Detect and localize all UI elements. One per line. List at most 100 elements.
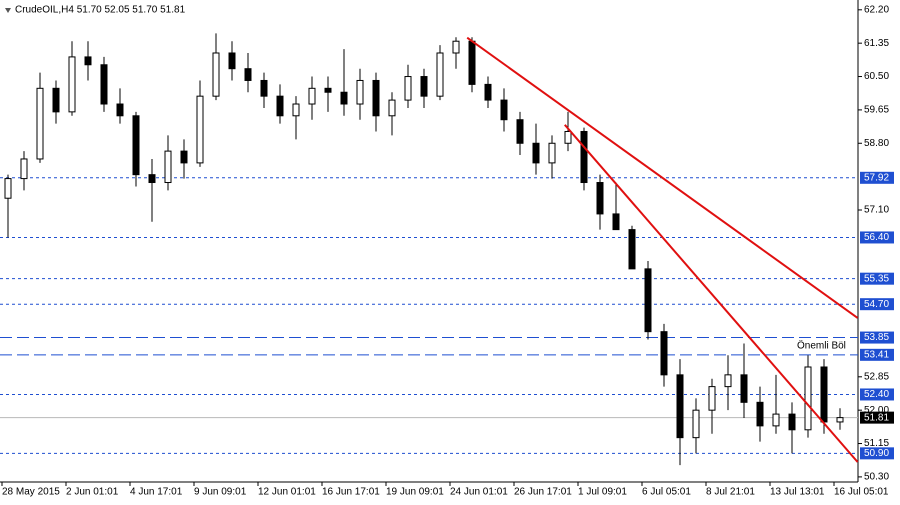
y-tick-label: 61.35 [864, 38, 889, 49]
x-tick-label: 6 Jul 05:01 [642, 487, 691, 498]
current-price-label: 51.81 [864, 412, 889, 423]
x-tick-label: 1 Jul 09:01 [578, 487, 627, 498]
bull-candle [436, 52, 444, 97]
x-tick-label: 16 Jun 17:01 [322, 487, 380, 498]
bear-candle [116, 103, 124, 117]
bull-candle [452, 40, 460, 54]
y-tick-label: 50.30 [864, 472, 889, 483]
annotation: Önemli Böl [797, 339, 846, 351]
level-label: 53.41 [864, 349, 889, 360]
bull-candle [356, 79, 364, 105]
bear-candle [756, 401, 764, 427]
level-box [860, 331, 894, 344]
level-box [860, 171, 894, 184]
y-tick-label: 59.65 [864, 105, 889, 116]
level-label: 56.40 [864, 232, 889, 243]
x-tick-label: 13 Jul 13:01 [770, 487, 825, 498]
bull-candle [548, 142, 556, 164]
bear-candle [100, 64, 108, 105]
bear-candle [676, 374, 684, 439]
level-label: 50.90 [864, 448, 889, 459]
bear-candle [644, 268, 652, 333]
level-label: 57.92 [864, 172, 889, 183]
level-box [860, 348, 894, 361]
bear-candle [276, 95, 284, 117]
y-tick-label: 57.10 [864, 205, 889, 216]
bull-candle [692, 409, 700, 439]
bear-candle [788, 413, 796, 431]
x-tick-label: 8 Jul 21:01 [706, 487, 755, 498]
level-label: 55.35 [864, 273, 889, 284]
x-tick-label: 26 Jun 17:01 [514, 487, 572, 498]
level-label: 53.85 [864, 332, 889, 343]
y-tick-label: 52.00 [864, 405, 889, 416]
bear-candle [372, 79, 380, 117]
bear-candle [740, 374, 748, 403]
bear-candle [820, 366, 828, 423]
bear-candle [628, 229, 636, 270]
bear-candle [660, 331, 668, 376]
x-tick-label: 28 May 2015 [2, 487, 60, 498]
bull-candle [68, 56, 76, 113]
x-tick-label: 24 Jun 01:01 [450, 487, 508, 498]
bull-candle [804, 366, 812, 431]
x-tick-label: 16 Jul 05:01 [834, 487, 889, 498]
symbol-icon [5, 8, 11, 13]
bear-candle [420, 76, 428, 97]
bull-candle [724, 374, 732, 388]
bull-candle [164, 150, 172, 184]
trendline [564, 124, 859, 463]
y-tick-label: 51.15 [864, 438, 889, 449]
y-tick-label: 52.85 [864, 371, 889, 382]
bear-candle [180, 150, 188, 164]
level-label: 54.70 [864, 299, 889, 310]
bull-candle [20, 158, 28, 180]
bear-candle [260, 79, 268, 97]
bear-candle [84, 56, 92, 66]
bull-candle [772, 413, 780, 427]
y-tick-label: 58.80 [864, 138, 889, 149]
bear-candle [228, 52, 236, 70]
bear-candle [516, 119, 524, 144]
bull-candle [212, 52, 220, 97]
bear-candle [468, 40, 476, 85]
x-tick-label: 9 Jun 09:01 [194, 487, 247, 498]
bull-candle [708, 386, 716, 411]
bear-candle [596, 182, 604, 215]
bull-candle [836, 417, 844, 423]
bear-candle [340, 91, 348, 105]
x-tick-label: 2 Jun 01:01 [66, 487, 119, 498]
x-tick-label: 4 Jun 17:01 [130, 487, 183, 498]
level-box [860, 231, 894, 244]
level-box [860, 298, 894, 311]
bull-candle [388, 99, 396, 117]
bull-candle [308, 87, 316, 105]
y-tick-label: 62.20 [864, 4, 889, 15]
x-tick-label: 12 Jun 01:01 [258, 487, 316, 498]
bull-candle [4, 178, 12, 199]
y-tick-label: 60.50 [864, 71, 889, 82]
level-box [860, 272, 894, 285]
bull-candle [292, 103, 300, 117]
bull-candle [196, 95, 204, 164]
bull-candle [564, 130, 572, 144]
bear-candle [500, 99, 508, 121]
bear-candle [244, 68, 252, 81]
x-tick-label: 19 Jun 09:01 [386, 487, 444, 498]
bear-candle [132, 115, 140, 176]
level-box [860, 447, 894, 460]
bear-candle [532, 142, 540, 164]
bear-candle [324, 87, 332, 93]
level-box [860, 388, 894, 401]
bear-candle [612, 213, 620, 231]
current-price-box [860, 411, 894, 424]
trendline [466, 36, 859, 319]
chart-title: CrudeOIL,H4 51.70 52.05 51.70 51.81 [15, 5, 186, 16]
bull-candle [36, 87, 44, 160]
bear-candle [484, 83, 492, 101]
bear-candle [52, 87, 60, 113]
bull-candle [404, 76, 412, 101]
bear-candle [148, 174, 156, 184]
